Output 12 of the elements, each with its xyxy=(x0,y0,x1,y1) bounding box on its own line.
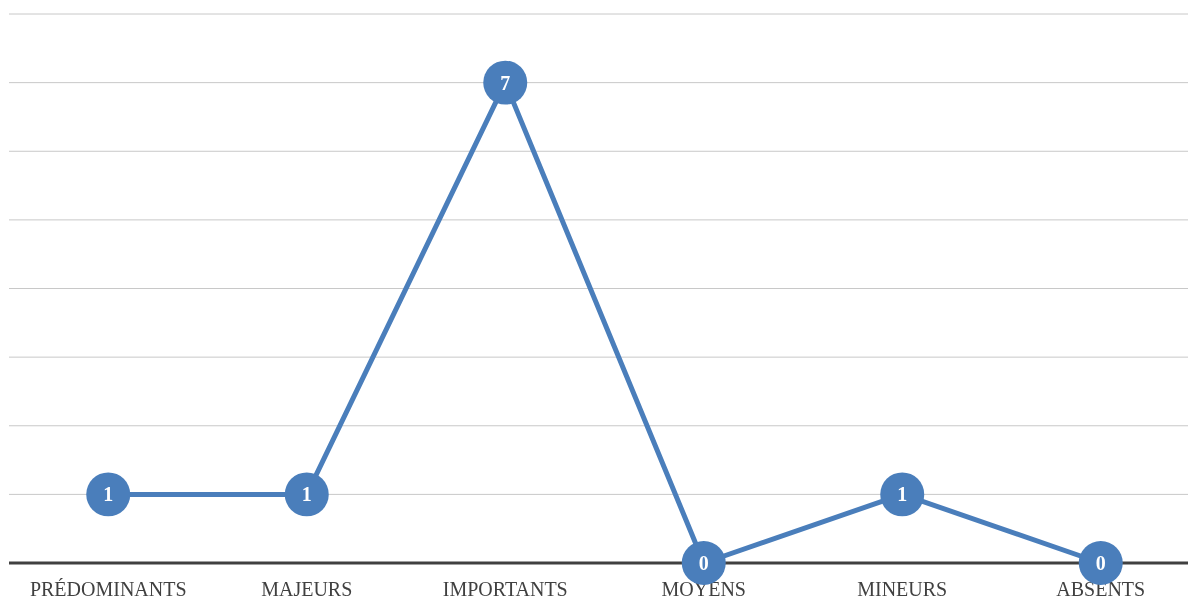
x-tick-label: MAJEURS xyxy=(261,578,353,600)
data-label: 1 xyxy=(301,483,312,506)
x-tick-label: MOYENS xyxy=(661,578,746,600)
data-label: 1 xyxy=(103,483,114,506)
x-tick-label: ABSENTS xyxy=(1056,578,1146,600)
data-label: 0 xyxy=(1095,552,1106,574)
x-tick-label: IMPORTANTS xyxy=(442,578,568,600)
data-label: 0 xyxy=(698,552,709,574)
x-tick-label: MINEURS xyxy=(857,578,948,600)
data-label: 1 xyxy=(897,483,908,506)
data-label: 7 xyxy=(500,71,511,94)
x-tick-label: PRÉDOMINANTS xyxy=(29,578,187,600)
